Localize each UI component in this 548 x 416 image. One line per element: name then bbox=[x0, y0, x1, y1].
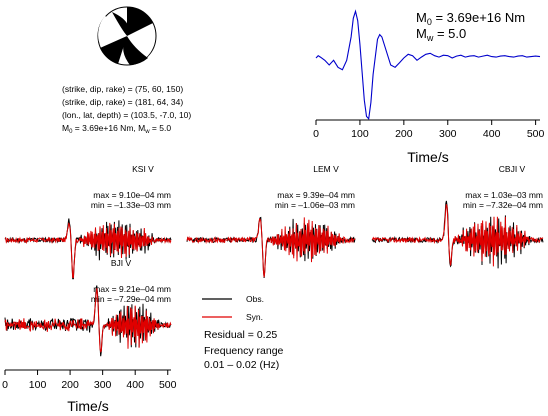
panel-max-label: max = 9.39e–04 mm bbox=[277, 190, 355, 200]
legend-syn-label: Syn. bbox=[246, 312, 263, 322]
stf-tick-label: 200 bbox=[395, 128, 413, 140]
stf-tick-label: 400 bbox=[483, 128, 501, 140]
stf-series-line bbox=[315, 9, 541, 121]
bottom-axis: 0 100 200 300 400 500 Time/s bbox=[2, 369, 177, 414]
focal-line-1: (strike, dip, rake) = (75, 60, 150) bbox=[62, 84, 183, 94]
panel-min-label: min = –1.33e–03 mm bbox=[91, 200, 171, 210]
bottom-tick-label: 300 bbox=[94, 379, 112, 391]
waveform-series-line bbox=[4, 218, 172, 280]
stf-tick-label: 300 bbox=[439, 128, 457, 140]
panel-min-label: min = –1.06e–03 mm bbox=[275, 200, 355, 210]
focal-line-2: (strike, dip, rake) = (181, 64, 34) bbox=[62, 97, 183, 107]
stf-mw-label: Mw = 5.0 bbox=[416, 26, 466, 43]
panel-min-label: min = –7.29e–04 mm bbox=[91, 294, 171, 304]
waveform-series-line bbox=[186, 217, 356, 278]
panel-max-label: max = 1.03e–03 mm bbox=[465, 190, 543, 200]
frequency-title: Frequency range bbox=[204, 345, 284, 357]
bottom-tick-label: 500 bbox=[159, 379, 177, 391]
panel-station-title: CBJI V bbox=[499, 164, 526, 174]
waveform-series-line bbox=[186, 216, 356, 278]
stf-panel: M0 = 3.69e+16 Nm Mw = 5.0 0 100 200 300 400 5… bbox=[313, 9, 545, 165]
panel-max-label: max = 9.21e–04 mm bbox=[93, 284, 171, 294]
bottom-tick-label: 100 bbox=[29, 379, 47, 391]
focal-mechanism-beachball bbox=[97, 6, 157, 66]
panel-min-label: min = –7.32e–04 mm bbox=[463, 200, 543, 210]
bottom-tick-label: 0 bbox=[2, 379, 8, 391]
bottom-tick-label: 400 bbox=[126, 379, 144, 391]
residual-label: Residual = 0.25 bbox=[204, 329, 277, 341]
waveform-series-line bbox=[4, 288, 172, 353]
panel-station-title: BJI V bbox=[111, 258, 132, 268]
frequency-value: 0.01 – 0.02 (Hz) bbox=[204, 359, 279, 371]
panel-station-title: KSI V bbox=[132, 164, 154, 174]
stf-m0-label: M0 = 3.69e+16 Nm bbox=[416, 10, 525, 27]
legend-obs-label: Obs. bbox=[246, 294, 264, 304]
bottom-x-label: Time/s bbox=[67, 398, 108, 414]
panel-max-label: max = 9.10e–04 mm bbox=[93, 190, 171, 200]
stf-x-label: Time/s bbox=[407, 149, 448, 165]
panel-station-title: LEM V bbox=[313, 164, 339, 174]
stf-tick-label: 100 bbox=[351, 128, 369, 140]
legend: Obs. Syn. Residual = 0.25 Frequency rang… bbox=[202, 294, 284, 371]
focal-line-3: (lon., lat, depth) = (103.5, -7.0, 10) bbox=[62, 110, 191, 120]
stf-tick-label: 0 bbox=[313, 128, 319, 140]
bottom-ticks: 0 100 200 300 400 500 bbox=[2, 370, 177, 391]
waveform-series-line bbox=[4, 222, 172, 279]
focal-moment-line: M0 = 3.69e+16 Nm, Mw = 5.0 bbox=[62, 123, 171, 135]
stf-tick-label: 500 bbox=[527, 128, 545, 140]
waveform-series-line bbox=[371, 204, 544, 267]
bottom-tick-label: 200 bbox=[61, 379, 79, 391]
stf-ticks: 0 100 200 300 400 500 bbox=[313, 120, 545, 140]
